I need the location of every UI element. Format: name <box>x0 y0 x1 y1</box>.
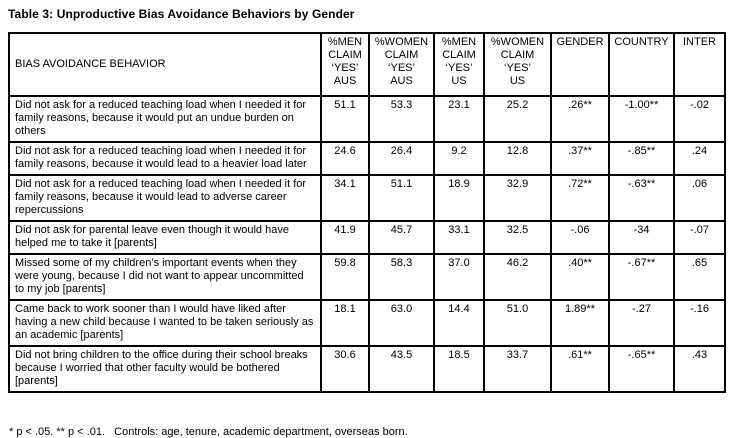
behavior-cell: Did not ask for a reduced teaching load … <box>8 95 322 143</box>
value-cell: 46.2 <box>483 253 552 301</box>
value-cell: 63.0 <box>368 299 435 347</box>
behavior-cell: Came back to work sooner than I would ha… <box>8 299 322 347</box>
value-cell: 58.3 <box>368 253 435 301</box>
value-cell: -.63** <box>608 174 675 222</box>
value-cell: 1.89** <box>550 299 610 347</box>
value-cell: 14.4 <box>433 299 485 347</box>
value-cell: 26.4 <box>368 141 435 176</box>
column-header-men-aus: %MEN CLAIM ‘YES’ AUS <box>320 32 370 97</box>
value-cell: 23.1 <box>433 95 485 143</box>
value-cell: .40** <box>550 253 610 301</box>
column-header-country: COUNTRY <box>608 32 675 97</box>
column-header-inter: INTER <box>673 32 726 97</box>
value-cell: .24 <box>673 141 726 176</box>
column-header-gender: GENDER <box>550 32 610 97</box>
value-cell: 43.5 <box>368 345 435 393</box>
value-cell: 34.1 <box>320 174 370 222</box>
value-cell: -34 <box>608 220 675 255</box>
value-cell: .65 <box>673 253 726 301</box>
value-cell: 18.5 <box>433 345 485 393</box>
table-row: Did not ask for a reduced teaching load … <box>8 141 726 176</box>
column-header-men-us: %MEN CLAIM ‘YES’ US <box>433 32 485 97</box>
table-row: Did not ask for a reduced teaching load … <box>8 174 726 222</box>
bias-avoidance-table: BIAS AVOIDANCE BEHAVIOR %MEN CLAIM ‘YES’… <box>8 32 726 393</box>
value-cell: 41.9 <box>320 220 370 255</box>
column-header-women-us: %WOMEN CLAIM ‘YES’ US <box>483 32 552 97</box>
value-cell: 51.1 <box>320 95 370 143</box>
value-cell: 37.0 <box>433 253 485 301</box>
table-title: Table 3: Unproductive Bias Avoidance Beh… <box>8 7 355 21</box>
value-cell: -1.00** <box>608 95 675 143</box>
value-cell: -.27 <box>608 299 675 347</box>
value-cell: .37** <box>550 141 610 176</box>
value-cell: 32.9 <box>483 174 552 222</box>
table-row: Came back to work sooner than I would ha… <box>8 299 726 347</box>
value-cell: -.85** <box>608 141 675 176</box>
value-cell: -.07 <box>673 220 726 255</box>
value-cell: -.02 <box>673 95 726 143</box>
value-cell: 32.5 <box>483 220 552 255</box>
value-cell: 12.8 <box>483 141 552 176</box>
column-header-women-aus: %WOMEN CLAIM ‘YES’ AUS <box>368 32 435 97</box>
table-row: Did not ask for a reduced teaching load … <box>8 95 726 143</box>
value-cell: 33.1 <box>433 220 485 255</box>
behavior-cell: Missed some of my children’s important e… <box>8 253 322 301</box>
value-cell: 18.1 <box>320 299 370 347</box>
value-cell: 9.2 <box>433 141 485 176</box>
value-cell: .26** <box>550 95 610 143</box>
table-footnote: * p < .05. ** p < .01. Controls: age, te… <box>9 426 408 438</box>
table-row: Missed some of my children’s important e… <box>8 253 726 301</box>
value-cell: 25.2 <box>483 95 552 143</box>
value-cell: 33.7 <box>483 345 552 393</box>
value-cell: 51.1 <box>368 174 435 222</box>
behavior-cell: Did not ask for a reduced teaching load … <box>8 174 322 222</box>
value-cell: -.65** <box>608 345 675 393</box>
value-cell: -.16 <box>673 299 726 347</box>
value-cell: 24.6 <box>320 141 370 176</box>
table-row: Did not bring children to the office dur… <box>8 345 726 393</box>
value-cell: .06 <box>673 174 726 222</box>
column-header-behavior: BIAS AVOIDANCE BEHAVIOR <box>8 32 322 97</box>
behavior-cell: Did not bring children to the office dur… <box>8 345 322 393</box>
value-cell: 53.3 <box>368 95 435 143</box>
value-cell: 30.6 <box>320 345 370 393</box>
behavior-cell: Did not ask for a reduced teaching load … <box>8 141 322 176</box>
value-cell: 18.9 <box>433 174 485 222</box>
value-cell: 45.7 <box>368 220 435 255</box>
header-row: BIAS AVOIDANCE BEHAVIOR %MEN CLAIM ‘YES’… <box>8 32 726 97</box>
value-cell: -.67** <box>608 253 675 301</box>
behavior-cell: Did not ask for parental leave even thou… <box>8 220 322 255</box>
value-cell: -.06 <box>550 220 610 255</box>
value-cell: .43 <box>673 345 726 393</box>
table-row: Did not ask for parental leave even thou… <box>8 220 726 255</box>
value-cell: 51.0 <box>483 299 552 347</box>
value-cell: 59.8 <box>320 253 370 301</box>
value-cell: .61** <box>550 345 610 393</box>
value-cell: .72** <box>550 174 610 222</box>
